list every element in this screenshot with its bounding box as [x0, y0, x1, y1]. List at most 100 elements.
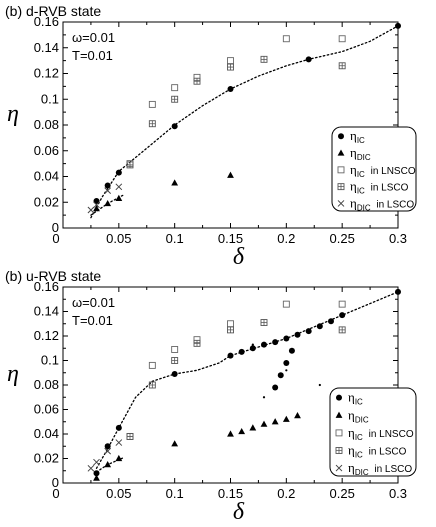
legend-label: ηDIC in LSCO — [350, 195, 414, 212]
y-tick-label: 0.08 — [34, 117, 59, 132]
data-point-open-square — [282, 35, 290, 43]
y-tick-label: 0.08 — [34, 377, 59, 392]
y-tick-label: 0.12 — [34, 66, 59, 81]
data-point-filled-circle — [171, 123, 178, 130]
x-tick-label: 0.3 — [389, 486, 407, 501]
legend-marker-cross — [335, 464, 343, 472]
data-point-boxed-plus — [171, 95, 179, 103]
data-point-filled-triangle-shape — [171, 440, 179, 447]
legend-marker-open-square-shape — [335, 429, 343, 437]
data-point-filled-triangle — [238, 427, 246, 435]
data-point-boxed-plus-plus — [171, 96, 178, 103]
data-point-filled-circle-shape — [93, 470, 100, 477]
data-point-filled-circle-shape — [115, 424, 122, 431]
y-axis-label: η — [7, 361, 19, 387]
data-point-filled-circle-shape — [115, 169, 122, 176]
data-point-filled-triangle — [104, 461, 112, 468]
data-point-filled-triangle — [260, 420, 268, 427]
data-point-filled-circle-shape — [104, 443, 111, 450]
data-point-boxed-plus-plus — [339, 326, 346, 333]
data-point-filled-circle-shape — [227, 352, 234, 359]
data-point-open-square — [148, 361, 156, 369]
data-point-open-square-shape — [148, 361, 156, 369]
data-point-filled-circle-shape — [395, 288, 401, 295]
y-tick-label: 0 — [52, 475, 59, 490]
x-tick-label: 0.15 — [218, 231, 243, 246]
data-point-open-square — [171, 84, 179, 92]
data-point-filled-circle — [104, 443, 111, 450]
data-point-filled-triangle-shape — [93, 205, 100, 212]
legend-marker-filled-circle-shape — [336, 394, 342, 401]
data-point-cross-shape — [93, 201, 100, 209]
data-point-filled-triangle — [294, 412, 301, 419]
y-tick-label: 0.1 — [41, 91, 59, 106]
data-point-boxed-plus-plus — [127, 161, 133, 168]
data-point-filled-circle-shape — [249, 345, 256, 352]
data-point-cross — [93, 458, 100, 466]
data-point-filled-circle — [261, 341, 267, 348]
data-point-cross — [115, 439, 123, 446]
data-point-cross-shape — [115, 439, 123, 446]
data-point-cross — [93, 201, 100, 209]
data-point-filled-triangle — [93, 474, 100, 481]
data-point-filled-circle-shape — [339, 312, 346, 319]
legend-marker-cross-shape — [335, 464, 343, 472]
data-point-filled-circle — [283, 335, 290, 342]
data-point-filled-triangle — [282, 415, 290, 422]
legend-marker-open-square — [335, 429, 343, 437]
data-point-filled-circle — [283, 359, 290, 366]
data-point-filled-triangle-shape — [171, 179, 179, 186]
data-point-filled-triangle-shape — [260, 420, 268, 427]
small-dot — [251, 343, 254, 346]
data-point-boxed-plus — [193, 77, 201, 85]
data-point-cross — [104, 187, 112, 195]
data-point-open-square-shape — [282, 300, 290, 308]
data-point-filled-circle — [115, 169, 122, 176]
data-point-open-square — [227, 320, 234, 328]
legend-marker-filled-triangle-shape — [335, 411, 343, 418]
data-point-boxed-plus — [338, 326, 346, 334]
data-point-filled-triangle-shape — [271, 418, 279, 425]
data-point-boxed-plus-plus — [261, 56, 267, 63]
data-point-open-square-shape — [227, 57, 234, 65]
legend-marker-boxed-plus-plus — [336, 447, 342, 454]
data-point-filled-circle — [93, 197, 100, 204]
data-point-cross — [87, 464, 95, 472]
data-point-open-square — [338, 35, 346, 43]
data-point-filled-circle — [115, 424, 122, 431]
legend-box — [331, 126, 417, 212]
y-tick-label: 0.14 — [34, 304, 59, 319]
data-point-filled-circle-shape — [328, 318, 334, 325]
data-point-filled-circle — [305, 56, 312, 63]
data-point-filled-circle-shape — [277, 372, 284, 379]
data-point-filled-circle-shape — [93, 197, 100, 204]
legend-label: ηIC in LNSCO — [348, 425, 414, 442]
data-point-filled-circle-shape — [316, 323, 323, 330]
data-point-filled-circle — [339, 312, 346, 319]
data-point-open-square — [148, 100, 156, 108]
legend-label: ηIC in LSCO — [350, 179, 409, 196]
data-point-boxed-plus — [148, 381, 156, 389]
legend-label: ηIC — [348, 390, 363, 407]
x-tick-label: 0.1 — [166, 486, 184, 501]
data-point-open-square-shape — [338, 35, 346, 43]
data-point-filled-triangle-shape — [93, 474, 100, 481]
data-point-cross-shape — [115, 183, 123, 191]
data-point-filled-circle-shape — [294, 331, 301, 338]
legend-marker-filled-circle — [336, 394, 342, 401]
legend-box — [329, 387, 417, 477]
legend-label: ηDIC — [348, 407, 369, 424]
data-point-filled-triangle — [249, 424, 257, 431]
data-point-boxed-plus — [338, 62, 346, 70]
param-label: ω=0.01 — [72, 30, 115, 45]
data-point-boxed-plus-plus — [149, 382, 156, 388]
data-point-boxed-plus-plus — [171, 357, 178, 364]
data-point-filled-circle-shape — [305, 56, 312, 63]
x-tick-label: 0.05 — [106, 231, 131, 246]
data-point-filled-circle — [93, 470, 100, 477]
panel-title: (b) d-RVB state — [5, 3, 101, 19]
data-point-boxed-plus-plus — [339, 62, 346, 69]
data-point-filled-triangle-shape — [249, 424, 257, 431]
data-point-open-square-shape — [171, 84, 179, 92]
